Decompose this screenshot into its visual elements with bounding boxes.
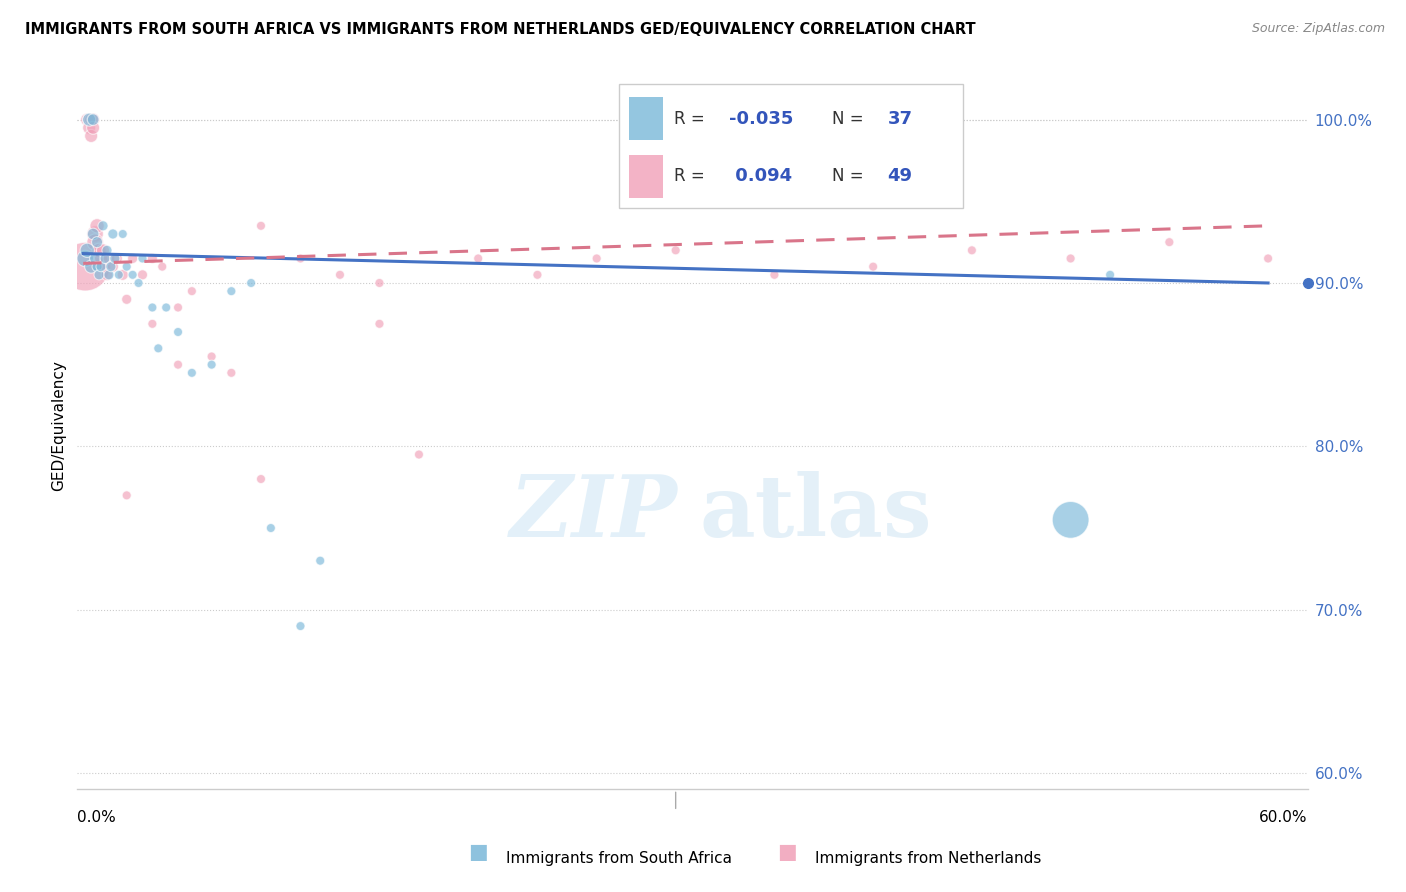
Point [82, 120, 104, 135]
Point [155, 301, 177, 315]
Point [240, 276, 263, 290]
Point [585, 252, 607, 266]
Point [141, 317, 163, 331]
Point [960, 244, 983, 258]
Point [77, 120, 100, 135]
Point [1059, 513, 1081, 527]
Point [115, 488, 138, 502]
Point [90, 252, 112, 266]
Point [290, 619, 312, 633]
Point [104, 252, 127, 266]
Point [250, 472, 273, 486]
Point [76, 112, 98, 127]
Point [167, 325, 190, 339]
Point [80, 260, 103, 274]
Y-axis label: GED/Equivalency: GED/Equivalency [51, 360, 66, 491]
Point [467, 252, 489, 266]
Point [90, 260, 112, 274]
Point [91, 244, 114, 258]
Point [87, 268, 110, 282]
Point [201, 350, 224, 364]
Point [82, 112, 104, 127]
Point [80, 112, 103, 127]
Point [167, 301, 190, 315]
Point [97, 252, 120, 266]
Point [84, 235, 107, 249]
Point [94, 260, 117, 274]
Text: 60.0%: 60.0% [1260, 811, 1308, 825]
Point [329, 268, 352, 282]
Point [1099, 268, 1122, 282]
Point [100, 260, 122, 274]
Point [77, 112, 100, 127]
Point [1257, 252, 1279, 266]
Point [180, 284, 202, 298]
Point [115, 293, 138, 307]
Point [96, 268, 118, 282]
Point [526, 268, 548, 282]
Point [201, 358, 224, 372]
Point [84, 252, 107, 266]
Point [148, 342, 170, 356]
Point [96, 244, 118, 258]
Text: atlas: atlas [699, 471, 932, 555]
Text: ■: ■ [468, 842, 488, 862]
Point [180, 366, 202, 380]
Text: ZIP: ZIP [510, 471, 678, 555]
Point [105, 252, 128, 266]
Text: 0.0%: 0.0% [77, 811, 117, 825]
Point [80, 128, 103, 143]
Text: Immigrants from Netherlands: Immigrants from Netherlands [815, 851, 1042, 865]
Point [167, 358, 190, 372]
Point [862, 260, 884, 274]
Point [128, 276, 150, 290]
Point [141, 301, 163, 315]
Point [86, 260, 108, 274]
Text: Source: ZipAtlas.com: Source: ZipAtlas.com [1251, 22, 1385, 36]
Point [97, 268, 120, 282]
Point [86, 235, 108, 249]
Point [86, 219, 108, 233]
Point [84, 227, 107, 241]
Point [111, 227, 134, 241]
Point [121, 252, 143, 266]
Point [82, 112, 104, 127]
Point [250, 219, 273, 233]
Point [290, 252, 312, 266]
Point [763, 268, 786, 282]
Point [141, 252, 163, 266]
Point [82, 227, 104, 241]
Point [101, 227, 124, 241]
Point [131, 252, 153, 266]
Point [75, 252, 97, 266]
Point [665, 244, 688, 258]
Text: Immigrants from South Africa: Immigrants from South Africa [506, 851, 733, 865]
Point [115, 260, 138, 274]
Point [77, 112, 100, 127]
Point [221, 366, 243, 380]
Point [1059, 252, 1081, 266]
Point [150, 260, 173, 274]
Point [111, 268, 134, 282]
Point [101, 260, 124, 274]
Text: ■: ■ [778, 842, 797, 862]
Point [87, 244, 110, 258]
Point [131, 268, 153, 282]
Text: IMMIGRANTS FROM SOUTH AFRICA VS IMMIGRANTS FROM NETHERLANDS GED/EQUIVALENCY CORR: IMMIGRANTS FROM SOUTH AFRICA VS IMMIGRAN… [25, 22, 976, 37]
Point [1159, 235, 1181, 249]
Point [309, 554, 332, 568]
Point [94, 252, 117, 266]
Point [107, 268, 129, 282]
Point [121, 268, 143, 282]
Point [368, 276, 391, 290]
Point [221, 284, 243, 298]
Point [408, 448, 430, 462]
Point [368, 317, 391, 331]
Point [260, 521, 283, 535]
Point [91, 219, 114, 233]
Point [76, 244, 98, 258]
Point [75, 260, 97, 274]
